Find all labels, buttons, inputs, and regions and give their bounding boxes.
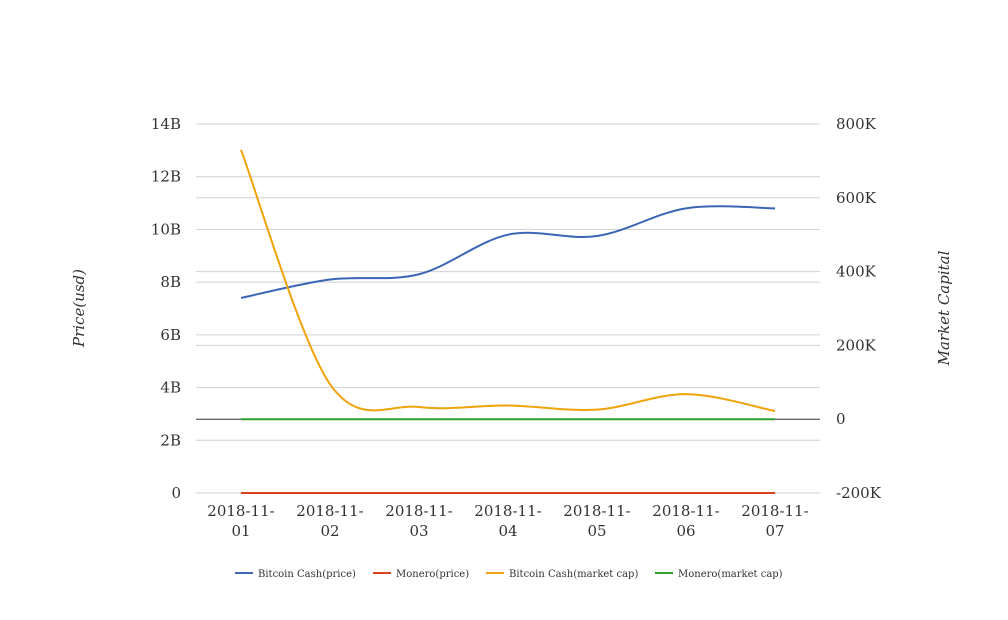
x-tick-label: 2018-11-04 xyxy=(474,502,541,540)
x-tick-label: 2018-11-03 xyxy=(385,502,452,540)
legend-label-monero-price: Monero(price) xyxy=(396,569,469,580)
y-right-tick-label: 600K xyxy=(836,189,877,207)
y-right-tick-label: 400K xyxy=(836,263,877,281)
y-right-tick-label: -200K xyxy=(836,484,882,502)
series-line-bitcoin-cash-market-cap xyxy=(240,149,776,413)
y-axis-left-title: Price(usd) xyxy=(70,269,88,348)
legend: Bitcoin Cash(price) Monero(price) Bitcoin … xyxy=(235,569,783,580)
y-left-tick-label: 8B xyxy=(160,273,181,291)
y-left-tick-label: 14B xyxy=(151,115,181,133)
axes: 0 2B 4B 6B 8B 10B 12B 14B -200K 0 200K 400K 600K 800K… xyxy=(151,115,882,540)
legend-label-monero-market-cap: Monero(market cap) xyxy=(678,569,783,580)
y-right-tick-label: 0 xyxy=(836,410,846,428)
x-tick-label: 2018-11-01 xyxy=(207,502,274,540)
y-left-tick-label: 10B xyxy=(151,220,181,238)
x-tick-label: 2018-11-07 xyxy=(741,502,808,540)
x-tick-label: 2018-11-06 xyxy=(652,502,719,540)
series-lines xyxy=(240,149,776,495)
y-right-tick-label: 200K xyxy=(836,336,877,354)
x-tick-label: 2018-11-02 xyxy=(296,502,363,540)
y-left-tick-label: 6B xyxy=(160,326,181,344)
legend-label-bitcoin-cash-market-cap: Bitcoin Cash(market cap) xyxy=(509,569,638,580)
x-tick-label: 2018-11-05 xyxy=(563,502,630,540)
y-left-tick-label: 2B xyxy=(160,431,181,449)
series-line-bitcoin-cash-price xyxy=(240,205,776,299)
y-axis-right-title: Market Capital xyxy=(935,250,953,366)
grid xyxy=(196,123,820,494)
y-left-tick-label: 12B xyxy=(151,168,181,186)
y-right-tick-label: 800K xyxy=(836,115,877,133)
y-left-tick-label: 4B xyxy=(160,379,181,397)
y-left-tick-label: 0 xyxy=(171,484,181,502)
legend-label-bitcoin-cash-price: Bitcoin Cash(price) xyxy=(258,569,356,580)
